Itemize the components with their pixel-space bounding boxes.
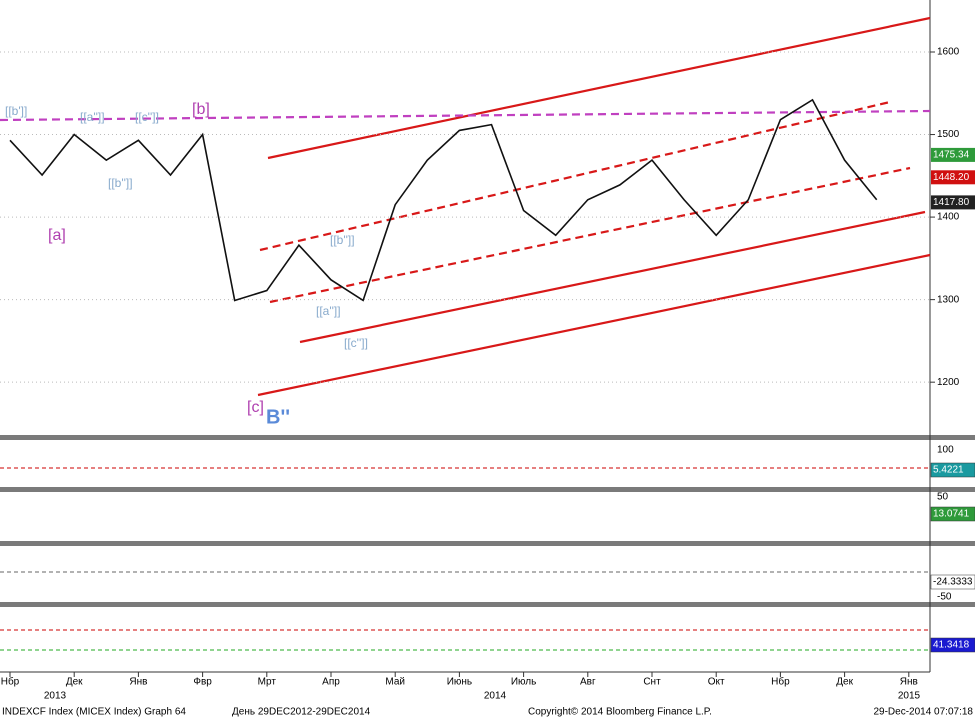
x-tick-label: Дек [836, 677, 853, 688]
indicator-tick: 100 [937, 445, 954, 456]
year-label: 2013 [44, 691, 67, 702]
price-tag-label: 1417.80 [933, 197, 970, 208]
price-tag [931, 195, 975, 210]
separator [0, 435, 975, 440]
indicator-tag [930, 462, 975, 478]
indicator-last: -24.3333 [933, 577, 973, 588]
indicator-tag [930, 574, 975, 590]
indicator-tick: -50 [937, 592, 952, 603]
y-tick-label: 1400 [937, 212, 960, 223]
price-tag-label: 1448.20 [933, 172, 970, 183]
x-tick-label: Май [385, 677, 405, 688]
wave-label: [a] [48, 227, 66, 244]
indicator-tag [930, 637, 975, 653]
wave-label: B'' [266, 406, 290, 428]
footer-time: 29-Dec-2014 07:07:18 [873, 707, 973, 718]
panel-separators [0, 0, 975, 673]
x-tick-label: Фвр [193, 677, 212, 688]
price-tag [931, 147, 975, 162]
x-tick-label: Авг [580, 677, 596, 688]
x-tick-label: Нбр [771, 676, 790, 688]
wave-label: [[a'']] [316, 304, 341, 318]
wave-label: [[b']] [5, 104, 27, 118]
separator [0, 602, 975, 607]
indicator-last: 13.0741 [933, 509, 970, 520]
y-tick-label: 1200 [937, 377, 960, 388]
price-tag-label: 1475.34 [933, 150, 970, 161]
wave-label: [[b'']] [108, 176, 133, 190]
indicator-last: 5.4221 [933, 465, 964, 476]
price-line [9, 98, 878, 302]
x-tick-label: Мрт [258, 677, 277, 688]
x-tick-label: Янв [900, 677, 918, 688]
separator [0, 541, 975, 546]
indicator-tag [930, 506, 975, 522]
x-tick-label: Снт [643, 677, 661, 688]
wave-label: [[c'']] [344, 336, 368, 350]
footer-copyright: Copyright© 2014 Bloomberg Finance L.P. [528, 707, 712, 718]
x-tick-label: Окт [708, 677, 725, 688]
y-tick-label: 1500 [937, 129, 960, 140]
x-tick-label: Нбр [1, 676, 20, 688]
x-tick-label: Дек [66, 677, 83, 688]
y-tick-label: 1300 [937, 294, 960, 305]
footer-range: День 29DEC2012-29DEC2014 [232, 707, 371, 718]
wave-label: [[c'']] [135, 110, 159, 124]
footer-left: INDEXCF Index (MICEX Index) Graph 64 [2, 707, 186, 718]
year-label: 2015 [898, 691, 921, 702]
wave-label: [b] [192, 101, 210, 118]
wave-label: [c] [247, 399, 264, 416]
indicator-last: 41.3418 [933, 640, 970, 651]
year-label: 2014 [484, 691, 507, 702]
trend-lines [0, 16, 931, 397]
wave-label: [[b'']] [330, 233, 355, 247]
wave-label: [[a'']] [80, 110, 105, 124]
separator [0, 487, 975, 492]
y-tick-label: 1600 [937, 47, 960, 58]
x-tick-label: Июль [511, 677, 537, 688]
x-tick-label: Янв [129, 677, 147, 688]
x-tick-label: Апр [322, 677, 340, 688]
indicator-baselines [0, 467, 930, 651]
price-tag [931, 170, 975, 185]
x-tick-label: Июнь [447, 677, 472, 688]
indicator-tick: 50 [937, 492, 949, 503]
